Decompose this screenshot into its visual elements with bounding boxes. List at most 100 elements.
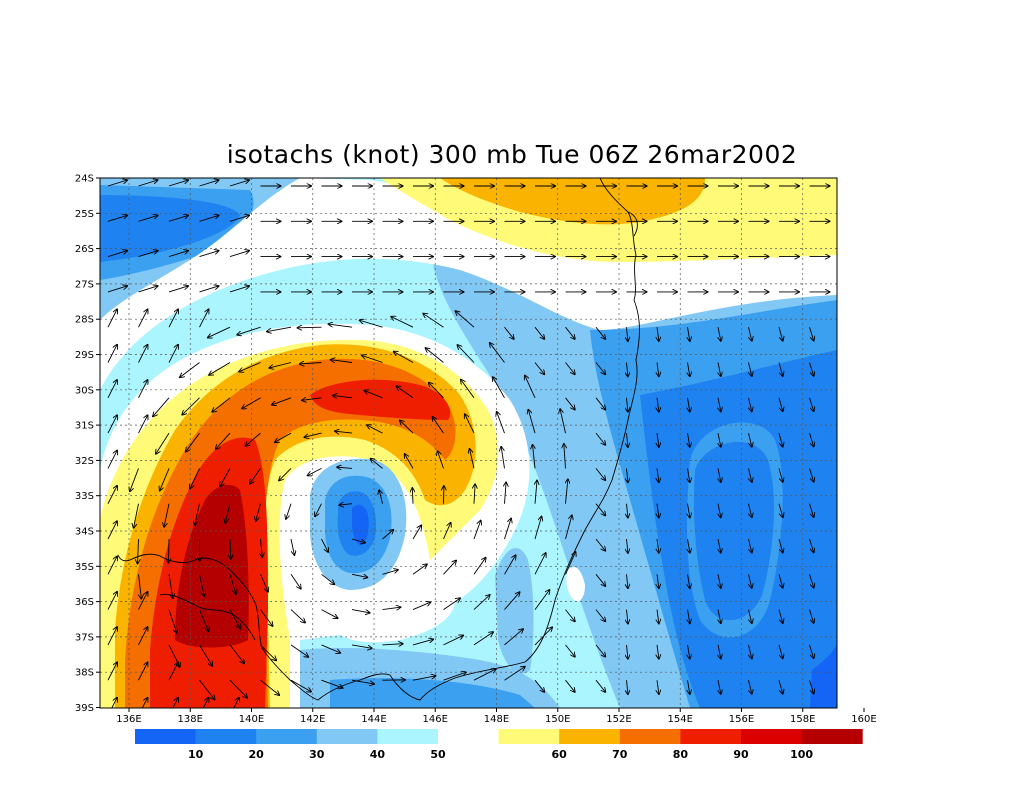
wind-vector	[688, 680, 690, 694]
colorbar-label: 20	[249, 748, 265, 761]
wind-vector	[333, 395, 353, 397]
wind-vector	[172, 698, 178, 708]
wind-vector	[718, 574, 721, 588]
wind-vector	[595, 362, 605, 375]
wind-vector	[528, 410, 536, 434]
wind-vector	[748, 644, 752, 659]
wind-vector	[229, 644, 244, 663]
lon-label: 148E	[484, 714, 509, 725]
wind-vector	[199, 644, 213, 666]
wind-vector	[809, 327, 814, 340]
wind-vector	[657, 680, 659, 694]
wind-vector	[840, 574, 845, 587]
wind-vector	[168, 286, 188, 293]
wind-vector	[229, 180, 249, 187]
wind-vector	[405, 454, 414, 469]
colorbar-box	[438, 729, 500, 744]
wind-vector	[443, 598, 461, 610]
wind-vector	[809, 362, 814, 376]
wind-vector	[504, 629, 524, 646]
wind-vector	[138, 662, 148, 681]
wind-vector	[443, 523, 451, 540]
lat-label: 24S	[75, 174, 94, 185]
wind-vector	[138, 251, 158, 258]
wind-vector	[216, 432, 231, 449]
lat-label: 28S	[75, 315, 94, 326]
wind-vector	[382, 570, 398, 575]
wind-vector	[138, 380, 148, 399]
wind-vector	[525, 376, 536, 398]
wind-vector	[321, 573, 335, 584]
wind-vector	[331, 360, 353, 363]
lat-label: 36S	[75, 597, 94, 608]
wind-vector	[657, 397, 659, 412]
lat-label: 38S	[75, 668, 94, 679]
wind-vector	[138, 180, 158, 187]
wind-vector	[190, 468, 200, 488]
wind-vector	[778, 432, 783, 446]
plot-frame	[99, 177, 838, 709]
wind-vector	[156, 432, 170, 454]
wind-vector	[433, 417, 444, 434]
band-30-40-bay	[495, 548, 534, 674]
colorbar-box	[619, 729, 681, 744]
wind-vector	[138, 627, 148, 646]
wind-vector	[107, 556, 117, 575]
wind-vector	[107, 451, 117, 469]
wind-vector	[534, 553, 546, 575]
wind-vector	[688, 433, 690, 447]
wind-vector	[153, 397, 170, 417]
wind-vector	[534, 517, 542, 540]
lon-label: 142E	[300, 714, 325, 725]
wind-vector	[367, 425, 383, 434]
colorbar: 10 20 30 40 50 60 70 80 90 100	[135, 729, 863, 761]
wind-vector	[657, 574, 659, 588]
wind-vector	[138, 309, 148, 328]
wind-vector	[321, 644, 341, 653]
wind-vector	[748, 503, 752, 518]
lat-label: 26S	[75, 244, 94, 255]
wind-vector	[595, 503, 605, 516]
wind-vector	[809, 644, 814, 658]
wind-vector	[565, 397, 575, 410]
wind-vector	[107, 309, 117, 328]
shaded-wind-speed-field	[100, 178, 837, 708]
wind-vector	[168, 251, 188, 258]
wind-vector	[351, 538, 365, 543]
wind-vector	[267, 326, 292, 331]
wind-vector	[497, 412, 505, 434]
wind-vector	[778, 397, 783, 411]
wind-vector	[778, 362, 783, 376]
wind-vector	[261, 538, 263, 557]
wind-vector	[748, 538, 752, 553]
lat-label: 39S	[75, 703, 94, 714]
wind-vector	[199, 286, 219, 293]
wind-vector	[565, 552, 576, 575]
wind-vector	[564, 444, 566, 469]
wind-vector	[208, 326, 231, 337]
wind-vector	[328, 324, 353, 328]
wind-vector	[627, 538, 628, 553]
band-0-10-low	[352, 504, 369, 546]
wind-vector	[168, 662, 178, 681]
wind-vector	[239, 362, 261, 372]
wind-vector	[465, 414, 475, 434]
wind-vector	[534, 362, 544, 375]
wind-vector	[229, 251, 249, 258]
wind-vector	[657, 716, 659, 730]
wind-vector	[490, 343, 505, 363]
wind-vector	[364, 391, 383, 399]
wind-vector	[290, 574, 301, 588]
wind-vector	[107, 662, 117, 681]
wind-vector	[534, 590, 550, 610]
band-50-60-pocket	[566, 566, 585, 602]
wind-vector	[595, 679, 605, 692]
wind-vector	[748, 362, 752, 377]
lat-lon-grid	[100, 178, 837, 708]
band-20-30-south	[330, 678, 535, 708]
wind-vector	[412, 639, 433, 646]
wind-vector	[138, 592, 148, 610]
wind-vector	[657, 433, 659, 447]
wind-vector	[138, 574, 142, 598]
wind-vector	[107, 380, 117, 399]
